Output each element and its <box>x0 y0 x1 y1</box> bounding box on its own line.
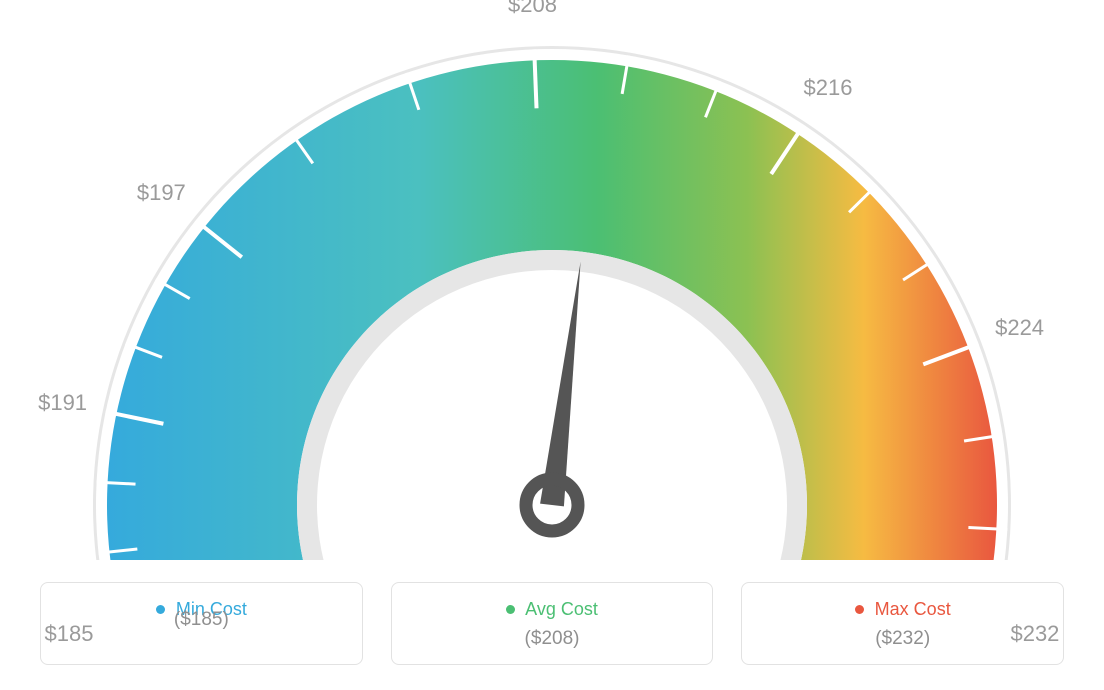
avg-cost-label: Avg Cost <box>525 599 598 619</box>
gauge-tick-label: $208 <box>508 0 557 18</box>
gauge-tick-label: $191 <box>38 390 87 416</box>
cost-gauge-widget: $185$191$197$208$216$224$232 Min Cost ($… <box>0 0 1104 690</box>
avg-cost-header: Avg Cost <box>402 599 703 620</box>
gauge-tick-label: $224 <box>995 315 1044 341</box>
max-cost-value: ($232) <box>752 628 1053 650</box>
max-cost-label: Max Cost <box>875 599 951 619</box>
gauge-tick-label: $197 <box>137 180 186 206</box>
avg-cost-value: ($208) <box>402 628 703 650</box>
gauge-svg <box>0 0 1104 560</box>
gauge-tick-label: $216 <box>804 75 853 101</box>
max-cost-dot <box>855 605 864 614</box>
avg-cost-card: Avg Cost ($208) <box>391 582 714 665</box>
min-cost-card: Min Cost ($185) <box>40 582 363 665</box>
gauge-chart: $185$191$197$208$216$224$232 <box>0 0 1104 560</box>
max-cost-card: Max Cost ($232) <box>741 582 1064 665</box>
min-cost-dot <box>156 605 165 614</box>
legend-cards: Min Cost ($185) Avg Cost ($208) Max Cost… <box>40 582 1064 665</box>
min-cost-value-text: ($185) <box>51 609 352 631</box>
avg-cost-dot <box>506 605 515 614</box>
max-cost-header: Max Cost <box>752 599 1053 620</box>
